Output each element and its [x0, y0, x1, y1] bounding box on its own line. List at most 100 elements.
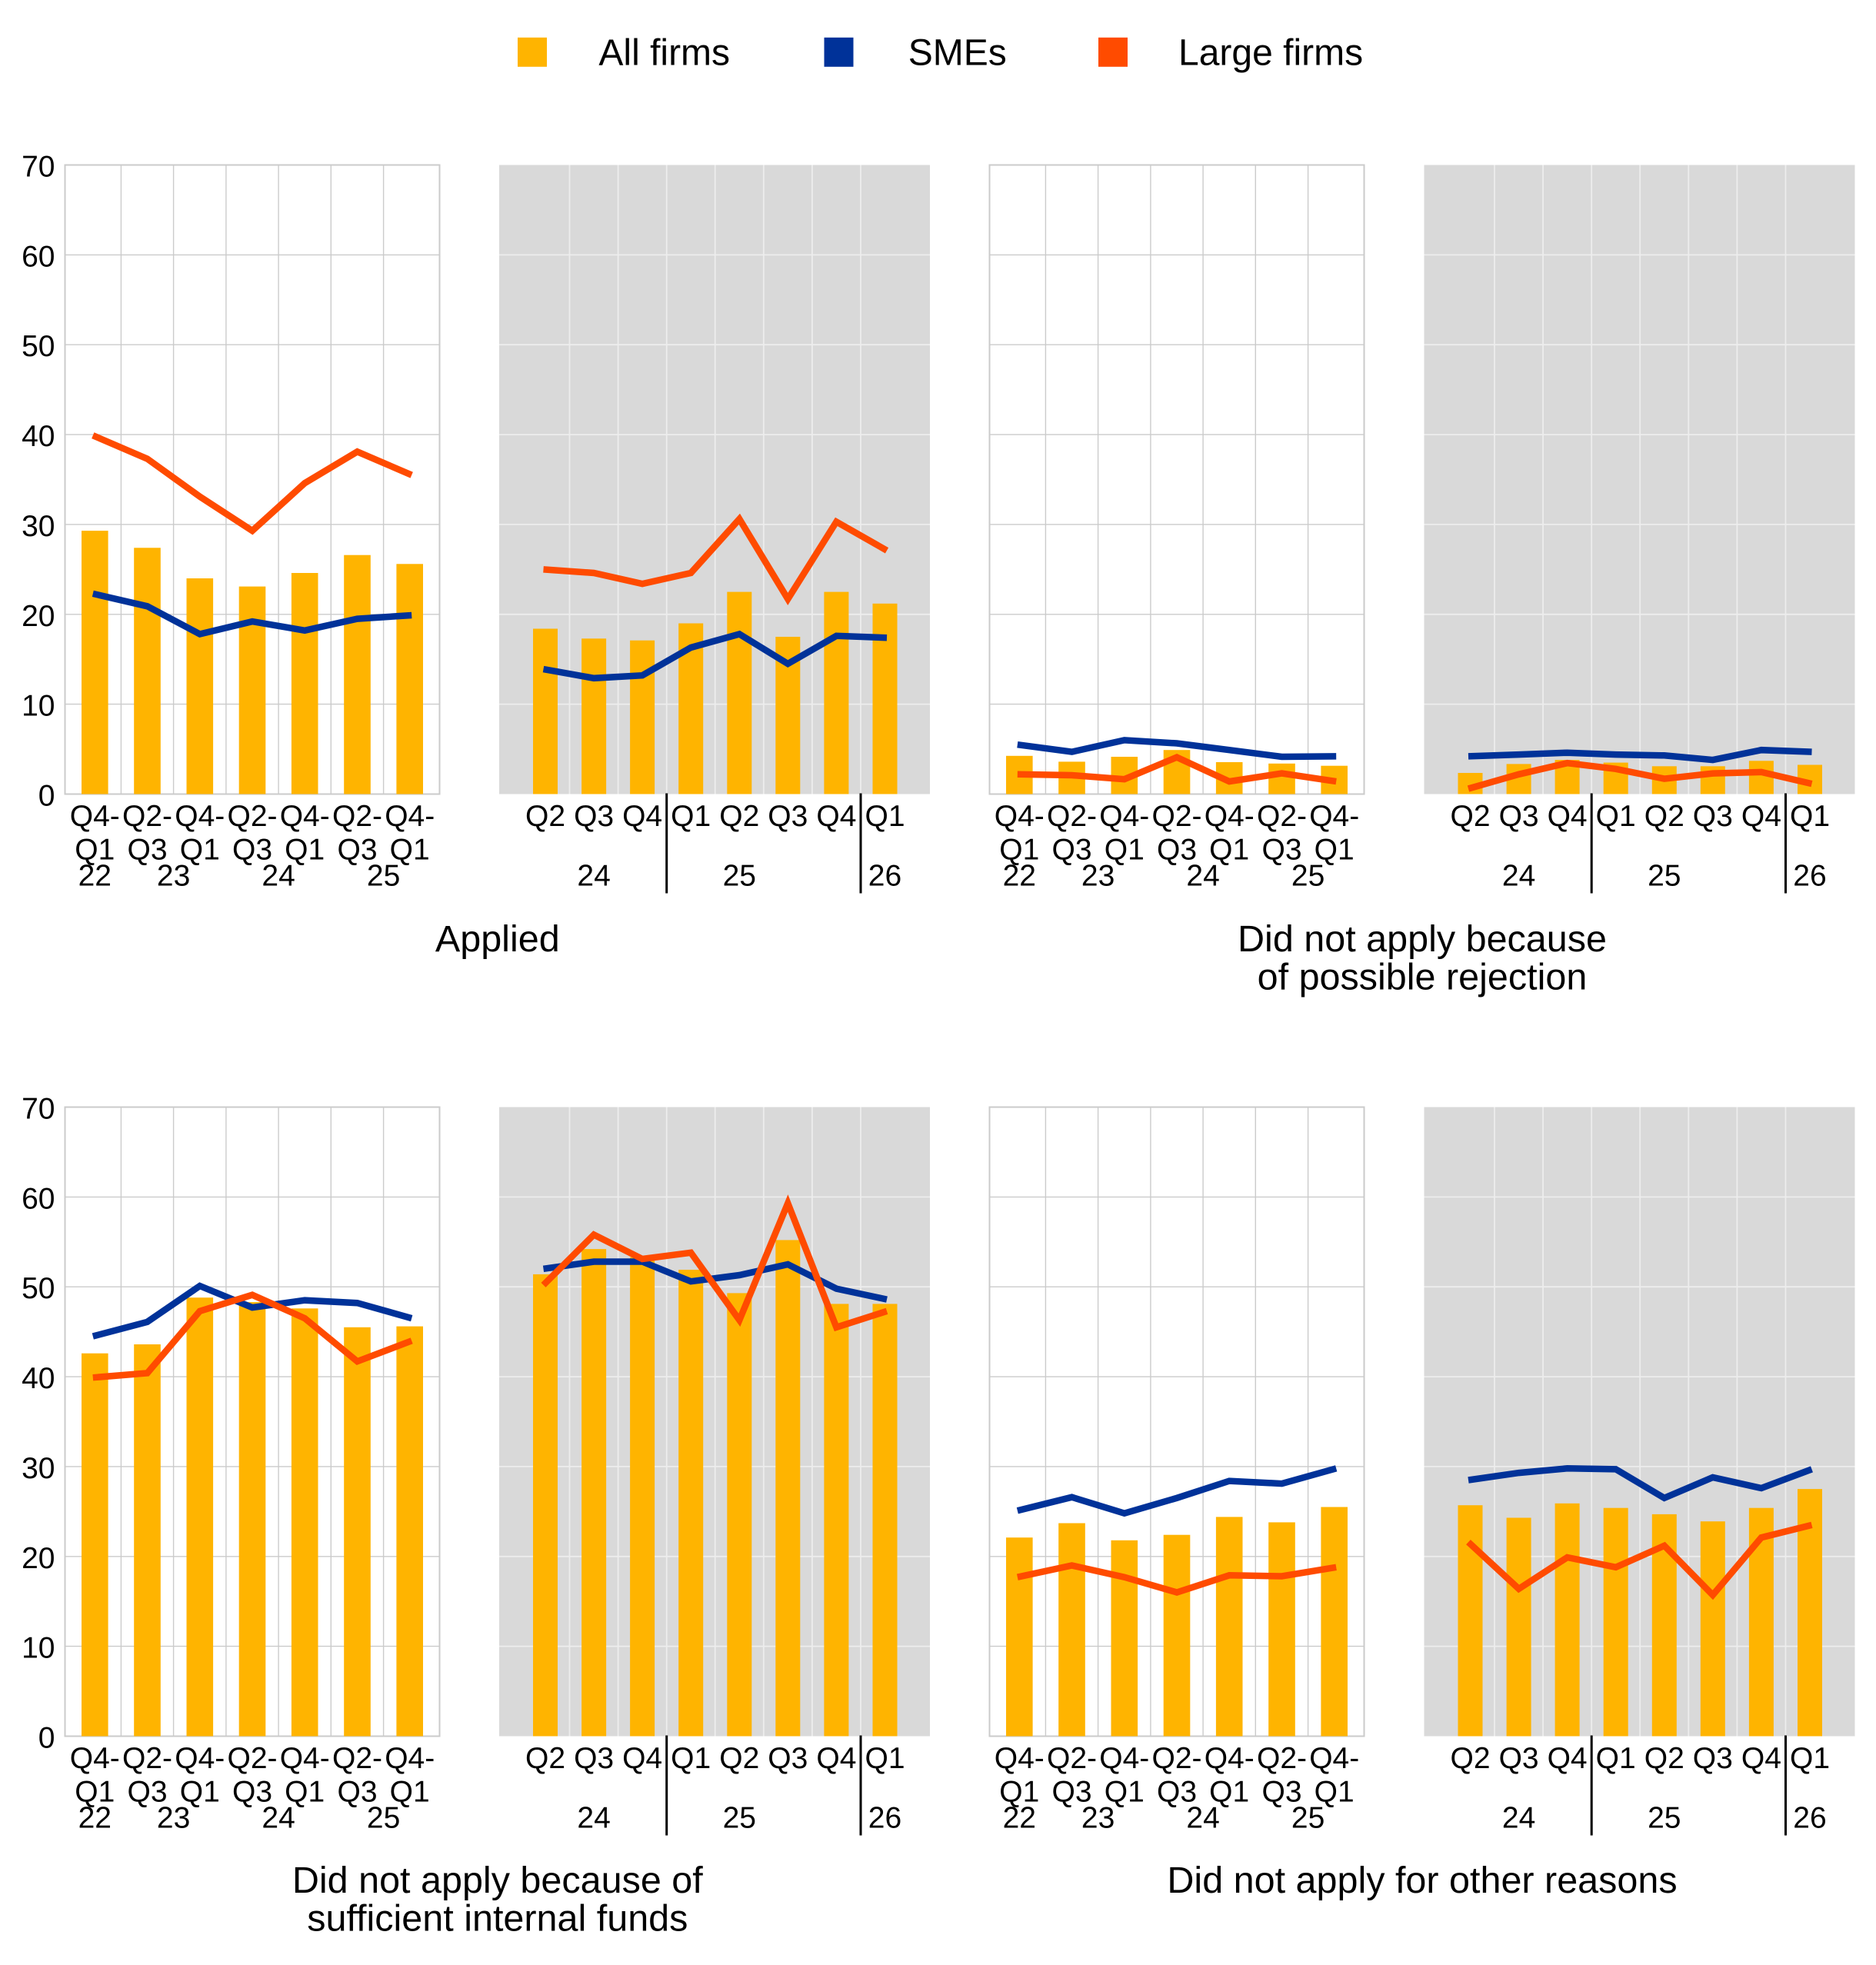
svg-text:Q4-: Q4- — [70, 1742, 120, 1775]
svg-text:Q1: Q1 — [390, 833, 430, 866]
svg-text:Q4: Q4 — [1741, 800, 1781, 833]
svg-text:Q1: Q1 — [999, 1775, 1039, 1808]
svg-text:40: 40 — [22, 420, 55, 453]
svg-text:Q3: Q3 — [1051, 833, 1091, 866]
svg-text:Q2-: Q2- — [1151, 1742, 1201, 1775]
svg-text:30: 30 — [22, 510, 55, 543]
svg-text:Q4-: Q4- — [280, 800, 330, 833]
svg-text:Q3: Q3 — [127, 833, 167, 866]
svg-text:Large firms: Large firms — [1178, 32, 1363, 73]
svg-text:Q3: Q3 — [574, 1742, 614, 1775]
svg-text:Q1: Q1 — [1596, 1742, 1636, 1775]
svg-text:Q1: Q1 — [1105, 1775, 1145, 1808]
svg-text:Q4: Q4 — [622, 800, 662, 833]
svg-text:22: 22 — [78, 1801, 112, 1834]
svg-text:Q4-: Q4- — [280, 1742, 330, 1775]
svg-text:Q2-: Q2- — [1257, 1742, 1307, 1775]
svg-text:24: 24 — [1186, 1801, 1219, 1834]
svg-text:26: 26 — [1793, 1801, 1826, 1834]
svg-text:Q2: Q2 — [719, 800, 759, 833]
svg-text:Q1: Q1 — [1790, 800, 1830, 833]
svg-text:70: 70 — [22, 151, 55, 184]
svg-text:Q4-: Q4- — [175, 800, 225, 833]
svg-text:Q3: Q3 — [337, 1775, 377, 1808]
svg-text:All firms: All firms — [598, 32, 730, 73]
svg-text:22: 22 — [1003, 859, 1036, 892]
svg-text:40: 40 — [22, 1362, 55, 1395]
svg-text:Q3: Q3 — [1157, 1775, 1197, 1808]
svg-text:Q2-: Q2- — [122, 1742, 172, 1775]
svg-text:Q1: Q1 — [1790, 1742, 1830, 1775]
svg-text:Q3: Q3 — [232, 833, 272, 866]
svg-text:24: 24 — [262, 859, 295, 892]
svg-text:30: 30 — [22, 1452, 55, 1485]
svg-text:Q4: Q4 — [816, 800, 856, 833]
svg-text:25: 25 — [1648, 859, 1681, 892]
svg-text:Q2-: Q2- — [1151, 800, 1201, 833]
svg-text:Q1: Q1 — [180, 833, 220, 866]
svg-text:Q3: Q3 — [1693, 800, 1733, 833]
svg-text:Q2: Q2 — [719, 1742, 759, 1775]
svg-text:Q4-: Q4- — [995, 1742, 1045, 1775]
svg-text:Q1: Q1 — [671, 1742, 711, 1775]
svg-text:Q3: Q3 — [1157, 833, 1197, 866]
svg-text:Did not apply because of: Did not apply because of — [292, 1860, 703, 1901]
svg-text:60: 60 — [22, 240, 55, 273]
svg-text:Q1: Q1 — [180, 1775, 220, 1808]
svg-text:sufficient internal funds: sufficient internal funds — [307, 1898, 688, 1940]
svg-text:Q2: Q2 — [525, 800, 565, 833]
svg-text:Q3: Q3 — [574, 800, 614, 833]
svg-text:of possible rejection: of possible rejection — [1258, 957, 1588, 998]
svg-text:25: 25 — [1648, 1801, 1681, 1834]
svg-text:Q3: Q3 — [232, 1775, 272, 1808]
svg-text:Q2: Q2 — [1450, 1742, 1490, 1775]
svg-text:Q2: Q2 — [1644, 800, 1684, 833]
svg-text:Q1: Q1 — [1209, 1775, 1249, 1808]
svg-text:Q3: Q3 — [1261, 833, 1301, 866]
svg-text:SMEs: SMEs — [908, 32, 1007, 73]
svg-text:Q1: Q1 — [865, 1742, 905, 1775]
svg-text:Q4-: Q4- — [1205, 1742, 1255, 1775]
svg-text:Did not apply because: Did not apply because — [1238, 918, 1607, 960]
svg-text:26: 26 — [1793, 859, 1826, 892]
svg-text:Q4-: Q4- — [175, 1742, 225, 1775]
svg-text:0: 0 — [38, 1722, 55, 1755]
svg-text:Q4-: Q4- — [1205, 800, 1255, 833]
svg-text:Q2-: Q2- — [1047, 800, 1097, 833]
svg-text:Q4-: Q4- — [1099, 800, 1149, 833]
svg-text:Q1: Q1 — [75, 1775, 115, 1808]
svg-text:10: 10 — [22, 690, 55, 723]
svg-text:Q4-: Q4- — [1309, 800, 1359, 833]
svg-text:Q2-: Q2- — [332, 1742, 382, 1775]
svg-text:50: 50 — [22, 330, 55, 363]
svg-text:Q3: Q3 — [1051, 1775, 1091, 1808]
svg-text:Did not apply for other reason: Did not apply for other reasons — [1167, 1860, 1677, 1901]
svg-text:Q1: Q1 — [285, 1775, 325, 1808]
svg-text:Q2-: Q2- — [122, 800, 172, 833]
svg-text:Q3: Q3 — [768, 800, 808, 833]
svg-text:20: 20 — [22, 600, 55, 633]
svg-text:24: 24 — [1502, 859, 1535, 892]
svg-text:60: 60 — [22, 1182, 55, 1215]
svg-text:22: 22 — [1003, 1801, 1036, 1834]
svg-text:Q3: Q3 — [1261, 1775, 1301, 1808]
svg-text:23: 23 — [157, 1801, 190, 1834]
svg-text:23: 23 — [157, 859, 190, 892]
svg-text:Q1: Q1 — [1596, 800, 1636, 833]
svg-text:Q4-: Q4- — [385, 800, 435, 833]
svg-text:0: 0 — [38, 780, 55, 813]
svg-text:Q1: Q1 — [1315, 833, 1355, 866]
svg-text:Q1: Q1 — [865, 800, 905, 833]
svg-text:Q2-: Q2- — [227, 800, 277, 833]
svg-text:Q1: Q1 — [1105, 833, 1145, 866]
svg-text:25: 25 — [723, 859, 756, 892]
svg-text:Q1: Q1 — [1315, 1775, 1355, 1808]
svg-text:Q3: Q3 — [127, 1775, 167, 1808]
svg-text:Q1: Q1 — [999, 833, 1039, 866]
svg-text:25: 25 — [723, 1801, 756, 1834]
svg-text:Q3: Q3 — [337, 833, 377, 866]
svg-text:10: 10 — [22, 1632, 55, 1665]
svg-text:Q3: Q3 — [768, 1742, 808, 1775]
svg-text:24: 24 — [1186, 859, 1219, 892]
svg-text:25: 25 — [367, 859, 400, 892]
